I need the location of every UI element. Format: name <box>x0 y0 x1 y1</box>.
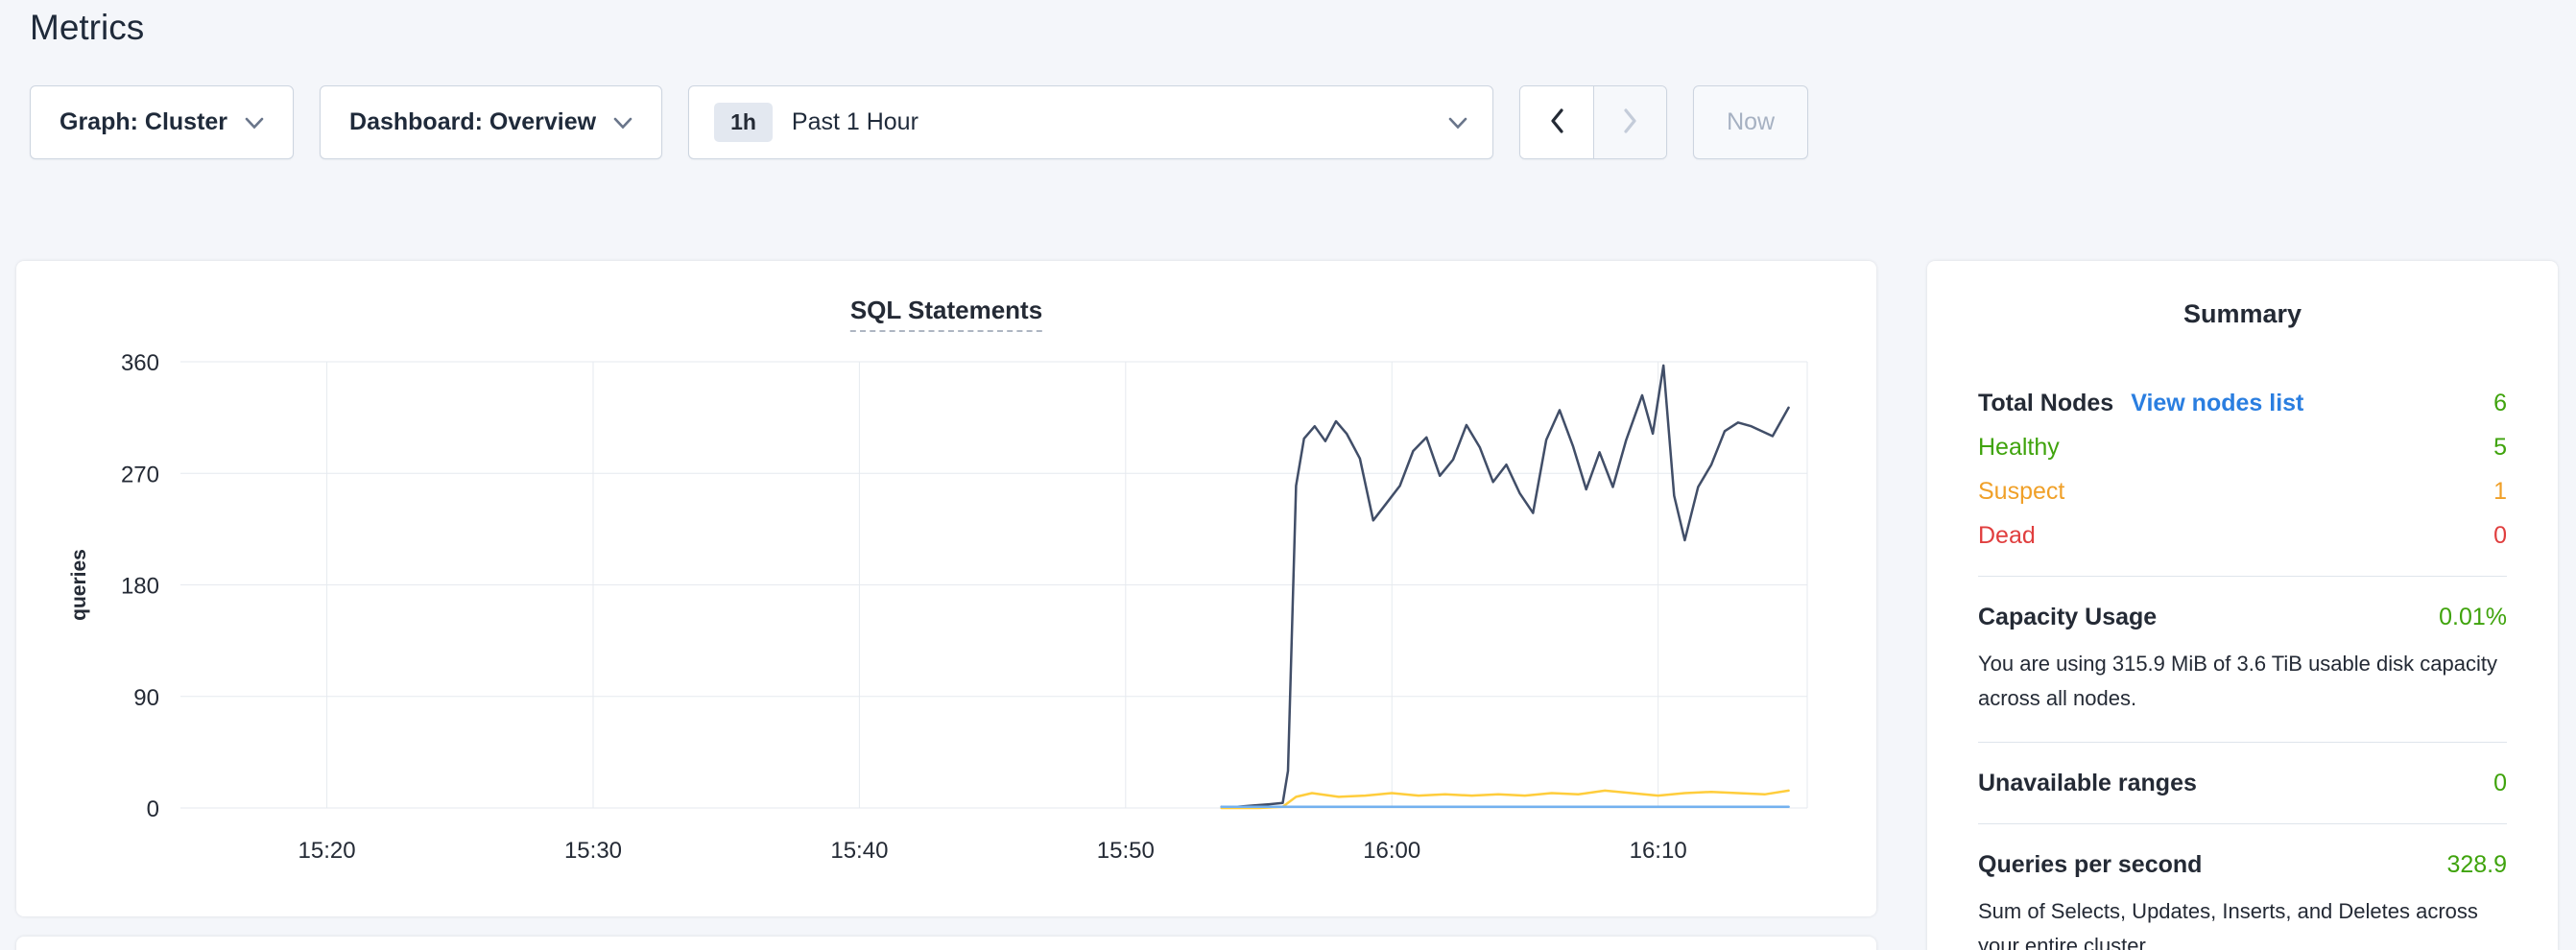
suspect-label: Suspect <box>1978 478 2065 505</box>
queries-per-second-label: Queries per second <box>1978 851 2203 878</box>
dead-value: 0 <box>2493 522 2507 549</box>
next-chart-card <box>16 937 1876 950</box>
svg-text:90: 90 <box>133 685 159 711</box>
divider <box>1978 576 2507 577</box>
unavailable-ranges-value: 0 <box>2493 770 2507 796</box>
now-button[interactable]: Now <box>1693 85 1809 159</box>
chart-title[interactable]: SQL Statements <box>849 296 1043 332</box>
svg-text:15:20: 15:20 <box>298 838 356 864</box>
suspect-nodes-row: Suspect 1 <box>1978 477 2507 506</box>
sql-statements-chart[interactable]: 0 90 180 270 360 15:20 15:30 15:40 15:50 16:00 16:… <box>16 261 1876 916</box>
total-nodes-row: Total Nodes View nodes list 6 <box>1978 389 2507 417</box>
total-nodes-value: 6 <box>2493 390 2507 416</box>
svg-text:15:40: 15:40 <box>830 838 888 864</box>
page-title: Metrics <box>30 8 145 47</box>
prev-range-button[interactable] <box>1520 86 1594 158</box>
dashboard-dropdown-label: Dashboard: Overview <box>349 108 597 135</box>
svg-text:360: 360 <box>121 350 159 376</box>
chevron-down-icon <box>1448 108 1467 136</box>
summary-panel: Summary Total Nodes View nodes list 6 He… <box>1927 261 2558 950</box>
chevron-down-icon <box>613 108 632 136</box>
suspect-value: 1 <box>2493 478 2507 505</box>
capacity-usage-value: 0.01% <box>2439 604 2507 630</box>
svg-text:16:10: 16:10 <box>1630 838 1687 864</box>
time-range-dropdown[interactable]: 1h Past 1 Hour <box>688 85 1494 159</box>
healthy-label: Healthy <box>1978 434 2060 461</box>
svg-text:16:00: 16:00 <box>1363 838 1420 864</box>
capacity-usage-row: Capacity Usage 0.01% <box>1978 603 2507 631</box>
svg-text:15:50: 15:50 <box>1097 838 1155 864</box>
time-range-label: Past 1 Hour <box>791 108 918 135</box>
svg-text:0: 0 <box>147 796 159 822</box>
capacity-usage-description: You are using 315.9 MiB of 3.6 TiB usabl… <box>1978 652 2497 710</box>
healthy-value: 5 <box>2493 434 2507 461</box>
capacity-usage-label: Capacity Usage <box>1978 604 2158 630</box>
view-nodes-list-link[interactable]: View nodes list <box>2131 390 2304 416</box>
next-range-button[interactable] <box>1593 86 1667 158</box>
summary-title: Summary <box>2182 299 2302 328</box>
queries-per-second-row: Queries per second 328.9 <box>1978 850 2507 879</box>
dead-label: Dead <box>1978 522 2036 549</box>
dashboard-dropdown[interactable]: Dashboard: Overview <box>320 85 663 159</box>
sql-statements-chart-card: SQL Statements 0 90 180 270 360 15:20 15:30 15:… <box>16 261 1876 916</box>
svg-text:queries: queries <box>68 549 90 621</box>
healthy-nodes-row: Healthy 5 <box>1978 433 2507 462</box>
svg-text:180: 180 <box>121 574 159 600</box>
dead-nodes-row: Dead 0 <box>1978 521 2507 550</box>
total-nodes-label: Total Nodes <box>1978 390 2114 416</box>
queries-per-second-description: Sum of Selects, Updates, Inserts, and De… <box>1978 899 2478 950</box>
divider <box>1978 823 2507 824</box>
graph-dropdown-label: Graph: Cluster <box>60 108 228 135</box>
time-range-step-group <box>1519 85 1668 159</box>
unavailable-ranges-label: Unavailable ranges <box>1978 770 2197 796</box>
svg-text:15:30: 15:30 <box>564 838 622 864</box>
graph-dropdown[interactable]: Graph: Cluster <box>30 85 295 159</box>
chevron-left-icon <box>1548 107 1565 137</box>
chevron-right-icon <box>1622 107 1639 137</box>
unavailable-ranges-row: Unavailable ranges 0 <box>1978 769 2507 797</box>
divider <box>1978 742 2507 743</box>
svg-text:270: 270 <box>121 462 159 487</box>
toolbar: Graph: Cluster Dashboard: Overview 1h Pa… <box>30 85 1809 159</box>
queries-per-second-value: 328.9 <box>2446 851 2507 878</box>
chevron-down-icon <box>245 108 264 136</box>
time-range-badge: 1h <box>714 103 773 142</box>
